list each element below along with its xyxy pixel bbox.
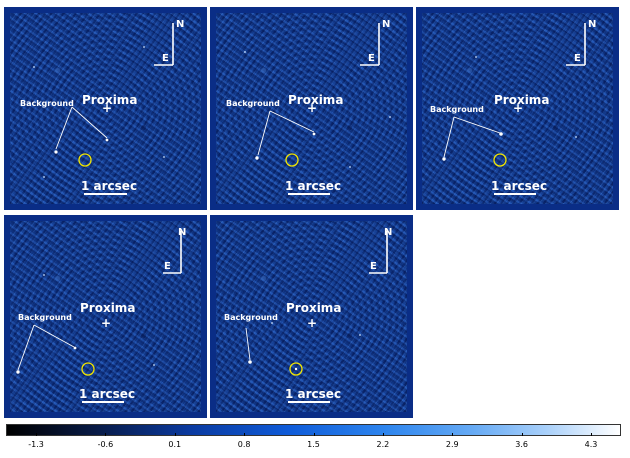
panel-overlay: + xyxy=(33,23,174,195)
colorbar-tick-label: -0.6 xyxy=(97,440,114,449)
colorbar-tick-mark xyxy=(244,433,246,436)
svg-text:+: + xyxy=(102,101,112,115)
panel-overlay: + xyxy=(245,231,388,403)
panel-overlay: + xyxy=(16,231,182,403)
colorbar-tick-mark xyxy=(105,433,107,436)
east-label: E xyxy=(370,261,377,272)
east-label: E xyxy=(368,53,375,64)
scale-label: 1 arcsec xyxy=(491,179,548,193)
colorbar-tick-mark xyxy=(521,433,523,436)
image-panel-3: + N E Proxima Background 1 arcsec xyxy=(416,7,619,210)
east-label: E xyxy=(164,261,171,272)
colorbar-tick-mark xyxy=(382,433,384,436)
east-label: E xyxy=(162,53,169,64)
target-circle xyxy=(78,153,92,167)
image-panel-5: + N E Proxima Background 1 arcsec xyxy=(210,215,413,418)
scale-label: 1 arcsec xyxy=(79,387,136,401)
noise-field xyxy=(10,221,201,412)
target-circle xyxy=(81,362,95,376)
north-label: N xyxy=(178,227,187,238)
north-label: N xyxy=(382,19,391,30)
panel-overlay: + xyxy=(442,23,586,195)
noise-field xyxy=(10,13,201,204)
colorbar-tick-label: 2.2 xyxy=(376,440,390,449)
proxima-label: Proxima xyxy=(82,93,138,107)
colorbar-tick-label: 4.3 xyxy=(584,440,598,449)
colorbar-tick-label: 3.6 xyxy=(515,440,528,449)
background-label: Background xyxy=(20,99,74,108)
image-panel-1: + N E Proxima Background 1 arcsec xyxy=(4,7,207,210)
colorbar-tick-label: 0.1 xyxy=(168,440,182,449)
proxima-label: Proxima xyxy=(494,93,550,107)
target-circle xyxy=(289,362,303,376)
image-panel-2: + N E Proxima Background 1 arcsec xyxy=(210,7,413,210)
svg-text:+: + xyxy=(307,101,317,115)
proxima-label: Proxima xyxy=(286,301,342,315)
background-label: Background xyxy=(18,313,72,322)
colorbar-tick-label: -1.3 xyxy=(28,440,44,449)
background-label: Background xyxy=(430,105,484,114)
colorbar-tick-label: 0.8 xyxy=(237,440,251,449)
colorbar-tick-label: 1.5 xyxy=(307,440,320,449)
svg-text:+: + xyxy=(101,316,111,330)
proxima-label: Proxima xyxy=(288,93,344,107)
north-label: N xyxy=(588,19,597,30)
proxima-label: Proxima xyxy=(80,301,136,315)
colorbar-tick-mark xyxy=(36,433,37,436)
background-label: Background xyxy=(226,99,280,108)
noise-field xyxy=(216,13,407,204)
scale-label: 1 arcsec xyxy=(285,387,342,401)
image-panel-4: + N E Proxima Background 1 arcsec xyxy=(4,215,207,418)
colorbar-tick-mark xyxy=(452,433,454,436)
colorbar-tick-mark xyxy=(591,433,592,436)
scale-label: 1 arcsec xyxy=(285,179,342,193)
colorbar-tick-mark xyxy=(313,433,315,436)
target-circle xyxy=(285,153,299,167)
svg-text:+: + xyxy=(513,101,523,115)
east-label: E xyxy=(574,53,581,64)
north-label: N xyxy=(176,19,185,30)
noise-field xyxy=(422,13,613,204)
svg-text:+: + xyxy=(307,316,317,330)
background-label: Background xyxy=(224,313,278,322)
scale-label: 1 arcsec xyxy=(81,179,138,193)
noise-field xyxy=(216,221,407,412)
colorbar-tick-mark xyxy=(174,433,176,436)
colorbar-tick-label: 2.9 xyxy=(445,440,459,449)
target-circle xyxy=(493,153,507,167)
panel-overlay: + xyxy=(244,23,391,195)
north-label: N xyxy=(384,227,393,238)
